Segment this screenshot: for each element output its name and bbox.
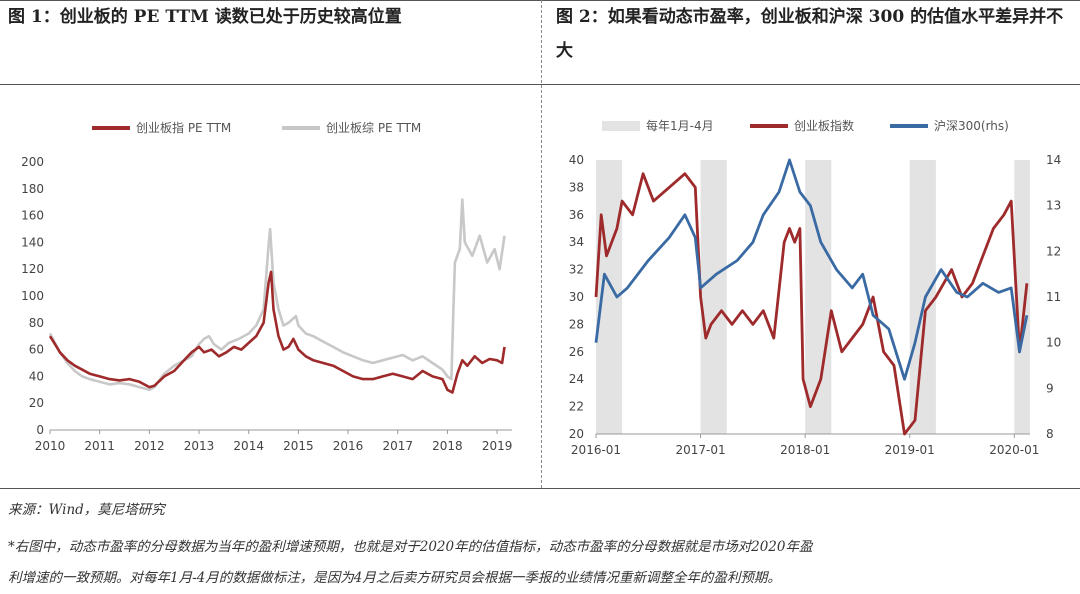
- y-left-tick-label: 34: [569, 235, 584, 249]
- y-tick-label: 120: [21, 262, 44, 276]
- y-left-tick-label: 38: [569, 180, 584, 194]
- title-divider: [0, 84, 1080, 85]
- x-tick-label: 2018-01: [780, 443, 830, 457]
- y-left-tick-label: 20: [569, 427, 584, 441]
- y-left-tick-label: 22: [569, 400, 584, 414]
- series-line-chinext-index: [48, 270, 506, 394]
- footnote-line-2: 利增速的一致预期。对每年1月-4月的数据做标注，是因为4月之后卖方研究员会根据一…: [8, 570, 781, 586]
- legend-label: 沪深300(rhs): [934, 119, 1009, 133]
- x-tick-label: 2020-01: [989, 443, 1039, 457]
- right-chart-title: 图 2：如果看动态市盈率，创业板和沪深 300 的估值水平差异并不大: [556, 7, 1064, 61]
- x-tick-label: 2014: [233, 439, 264, 453]
- y-right-tick-label: 14: [1046, 153, 1061, 167]
- y-left-tick-label: 40: [569, 153, 584, 167]
- shaded-period: [1014, 160, 1030, 434]
- x-tick-label: 2010: [35, 439, 66, 453]
- x-tick-label: 2018: [432, 439, 463, 453]
- x-tick-label: 2017-01: [676, 443, 726, 457]
- source-note: 来源：Wind，莫尼塔研究: [8, 502, 165, 518]
- y-right-tick-label: 12: [1046, 244, 1061, 258]
- legend-label: 创业板指数: [794, 118, 854, 133]
- x-tick-label: 2016: [333, 439, 364, 453]
- x-tick-label: 2011: [84, 439, 115, 453]
- y-left-tick-label: 30: [569, 290, 584, 304]
- x-tick-label: 2015: [283, 439, 314, 453]
- right-chart: 20 22 24 26 28 30 32 34 36 38 40 8 9 10 11 12 13 14 2016-0…: [569, 118, 1062, 457]
- y-tick-label: 20: [29, 396, 44, 410]
- chart-bottom-divider: [0, 488, 1080, 489]
- y-left-tick-label: 26: [569, 345, 584, 359]
- series-line-chinext-composite: [48, 198, 506, 392]
- y-right-tick-label: 11: [1046, 290, 1061, 304]
- x-tick-label: 2019-01: [885, 443, 935, 457]
- y-right-tick-label: 8: [1046, 427, 1054, 441]
- series-line-csi300: [594, 158, 1029, 381]
- x-tick-label: 2012: [134, 439, 165, 453]
- x-tick-label: 2019: [482, 439, 513, 453]
- y-right-tick-label: 13: [1046, 199, 1061, 213]
- y-tick-label: 60: [29, 343, 44, 357]
- series-line-chinext: [594, 172, 1029, 436]
- left-chart: 0 20 40 60 80 100 120 140 160 180 200 2010 2011 2012 2…: [21, 120, 513, 453]
- y-left-tick-label: 32: [569, 263, 584, 277]
- y-tick-label: 140: [21, 235, 44, 249]
- legend-label: 每年1月-4月: [646, 118, 714, 133]
- y-tick-label: 180: [21, 182, 44, 196]
- y-tick-label: 0: [36, 423, 44, 437]
- left-chart-title: 图 1：创业板的 PE TTM 读数已处于历史较高位置: [8, 7, 402, 27]
- y-left-tick-label: 36: [569, 208, 584, 222]
- x-tick-label: 2013: [184, 439, 215, 453]
- y-tick-label: 160: [21, 209, 44, 223]
- y-tick-label: 40: [29, 369, 44, 383]
- y-tick-label: 100: [21, 289, 44, 303]
- y-right-tick-label: 10: [1046, 336, 1061, 350]
- panel-divider: [541, 0, 542, 488]
- shaded-period: [805, 160, 832, 434]
- footnote-line-1: *右图中，动态市盈率的分母数据为当年的盈利增速预期，也就是对于2020年的估值指…: [8, 539, 813, 555]
- y-tick-label: 200: [21, 155, 44, 169]
- legend-label: 创业板综 PE TTM: [326, 121, 421, 135]
- y-left-tick-label: 28: [569, 317, 584, 331]
- y-left-tick-label: 24: [569, 372, 584, 386]
- y-tick-label: 80: [29, 316, 44, 330]
- shaded-period: [909, 160, 936, 434]
- shaded-period: [700, 160, 727, 434]
- x-tick-label: 2016-01: [571, 443, 621, 457]
- y-right-tick-label: 9: [1046, 381, 1054, 395]
- top-border: [0, 0, 1080, 1]
- legend-label: 创业板指 PE TTM: [136, 120, 231, 135]
- x-tick-label: 2017: [382, 439, 413, 453]
